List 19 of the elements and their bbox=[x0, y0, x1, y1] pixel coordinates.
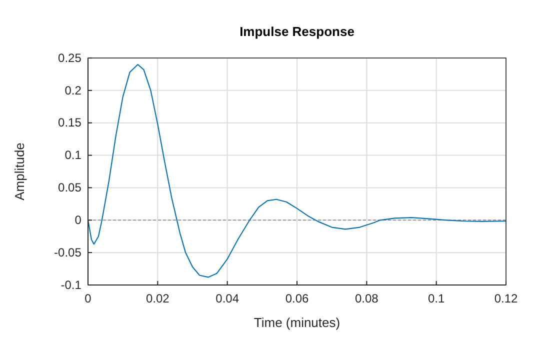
x-tick-label: 0.06 bbox=[285, 291, 309, 306]
y-tick-label: -0.05 bbox=[54, 245, 82, 260]
y-tick-label: 0.1 bbox=[64, 148, 82, 162]
x-tick-label: 0.02 bbox=[146, 291, 170, 306]
x-axis-title: Time (minutes) bbox=[254, 315, 340, 330]
x-tick-label: 0.04 bbox=[216, 291, 240, 306]
y-tick-label: 0 bbox=[74, 212, 82, 227]
chart-title: Impulse Response bbox=[240, 24, 354, 39]
y-tick-label: 0.2 bbox=[64, 83, 82, 98]
y-axis-title: Amplitude bbox=[12, 142, 27, 200]
y-tick-label: 0.05 bbox=[58, 180, 82, 195]
x-tick-label: 0 bbox=[84, 291, 92, 306]
y-tick-label: -0.1 bbox=[60, 278, 82, 292]
y-tick-label: 0.25 bbox=[58, 50, 82, 65]
line-series bbox=[87, 64, 507, 278]
x-tick-label: 0.08 bbox=[354, 291, 379, 306]
y-tick-label: 0.15 bbox=[58, 116, 82, 130]
x-tick-label: 0.1 bbox=[428, 291, 445, 306]
x-tick-label: 0.12 bbox=[494, 291, 518, 306]
